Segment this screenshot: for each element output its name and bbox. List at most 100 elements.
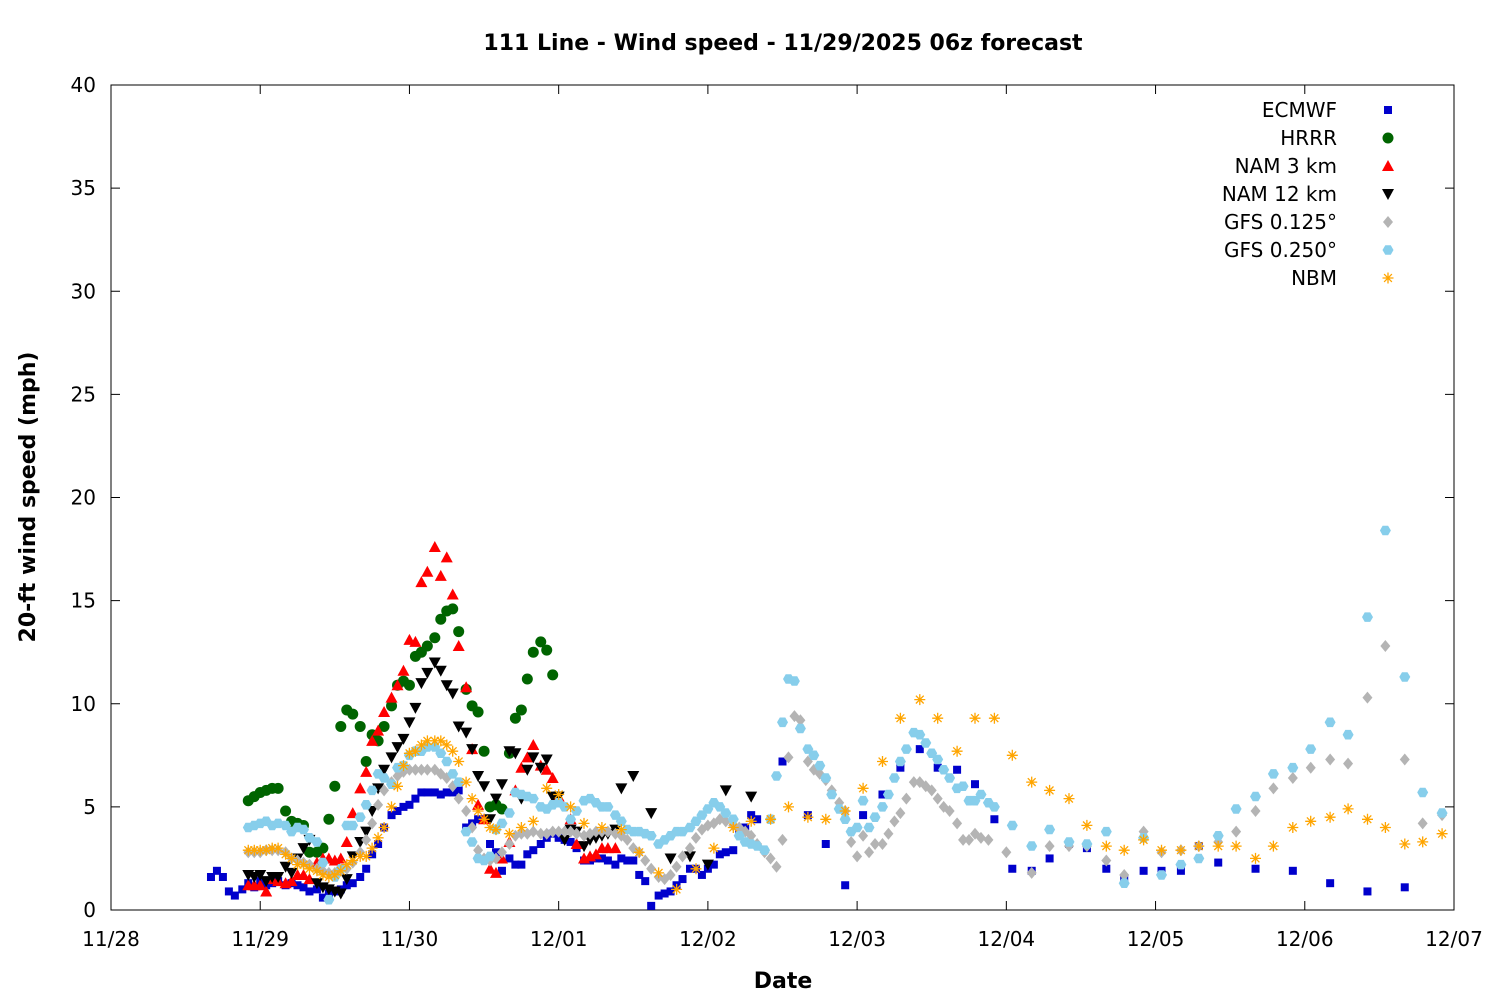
gfs-0-250-point [347,820,359,831]
nam-12-km-point [460,727,473,739]
nbm-point [490,824,502,836]
nbm-point [1324,811,1336,823]
x-tick-label: 11/28 [82,927,140,951]
gfs-0-125-point [952,817,963,830]
nbm-point [1379,822,1391,833]
ecmwf-point [1251,864,1260,873]
nbm-point [565,801,577,813]
gfs-0-125-point [1343,757,1354,770]
hrrr-point [453,626,465,638]
gfs-0-125-point [983,833,994,846]
nbm-point [1006,749,1018,761]
gfs-0-250-point [602,802,614,812]
gfs-0-125-point [1250,805,1261,817]
nbm-point [317,869,329,881]
hrrr-point [360,756,372,767]
gfs-0-125-point [453,792,464,805]
ecmwf-point [356,873,365,881]
hrrr-point [323,813,335,825]
ecmwf-point [970,780,979,789]
nam-3-km-point [484,862,497,874]
hrrr-point [347,708,359,720]
nam-12-km-point [495,779,508,791]
gfs-0-125-point [373,798,384,811]
gfs-0-125-point [1399,753,1410,766]
ecmwf-point [505,854,514,863]
nbm-point [421,735,433,747]
ecmwf-point [448,788,457,797]
ecmwf-point [747,811,756,820]
gfs-0-125-point [783,751,794,764]
hrrr-point [472,706,484,718]
gfs-0-250-point [1063,837,1075,847]
nbm-point [503,828,515,840]
nbm-point [1026,776,1038,788]
nbm-point [1436,828,1448,840]
gfs-0-125-point [1044,840,1055,853]
gfs-0-250-point [311,837,323,847]
gfs-0-250-point [808,750,820,761]
ecmwf-point [1045,854,1054,863]
gfs-0-250-point [882,789,894,800]
nam-12-km-point [334,888,347,900]
gfs-0-125-point [646,862,657,875]
nbm-point [820,813,832,825]
data-points [206,525,1448,910]
gfs-0-125-point [870,838,881,850]
nam-12-km-point [534,762,547,774]
legend-marker-nam-3-km [1382,160,1394,171]
legend-label: NBM [1291,266,1337,290]
gfs-0-250-point [1026,841,1038,851]
nbm-point [951,745,963,757]
ecmwf-point [896,763,905,772]
gfs-0-250-point [565,814,577,824]
nbm-point [1138,834,1150,846]
gfs-0-125-point [901,792,912,805]
gfs-0-250-point [1305,744,1317,754]
gfs-0-125-point [858,829,869,842]
nam-3-km-point [589,848,602,860]
nam-3-km-point [254,879,267,891]
hrrr-point [280,805,292,817]
gfs-0-125-point [1231,825,1242,838]
nbm-point [1305,815,1317,827]
gfs-0-125-point [622,833,633,846]
nam-12-km-point [627,770,640,782]
gfs-0-125-point [640,854,651,867]
gfs-0-250-point [1342,729,1354,740]
x-tick-label: 12/05 [1127,927,1185,951]
gfs-0-250-point [435,748,447,758]
gfs-0-250-point [441,756,453,767]
x-tick-label: 11/29 [231,927,289,951]
gfs-0-125-point [473,844,484,857]
hrrr-point [378,720,390,732]
nbm-point [745,815,757,827]
nbm-point [1118,844,1130,856]
nbm-point [242,844,254,856]
gfs-0-250-point [1212,831,1224,841]
gfs-0-250-point [944,773,956,783]
nbm-point [248,844,260,856]
nam-3-km-point [460,681,473,693]
hrrr-point [354,720,366,732]
gfs-0-250-point [484,851,496,862]
nbm-point [1287,822,1299,833]
ecmwf-point [238,885,247,894]
nam-12-km-point [452,721,465,733]
x-tick-label: 12/03 [828,927,886,951]
ecmwf-point [603,856,612,865]
hrrr-point [515,704,527,716]
gfs-0-250-point [771,771,782,781]
legend-marker-ecmwf [1384,106,1392,114]
nbm-point [484,822,496,833]
nbm-point [932,712,944,724]
nam-12-km-point [434,665,447,677]
gfs-0-250-point [759,845,771,855]
hrrr-point [421,640,433,652]
ecmwf-point [1139,866,1148,875]
nam-3-km-point [570,838,583,849]
nbm-point [527,815,539,827]
nam-3-km-point [440,551,453,563]
nam-12-km-point [478,781,491,793]
gfs-0-250-point [571,806,583,816]
